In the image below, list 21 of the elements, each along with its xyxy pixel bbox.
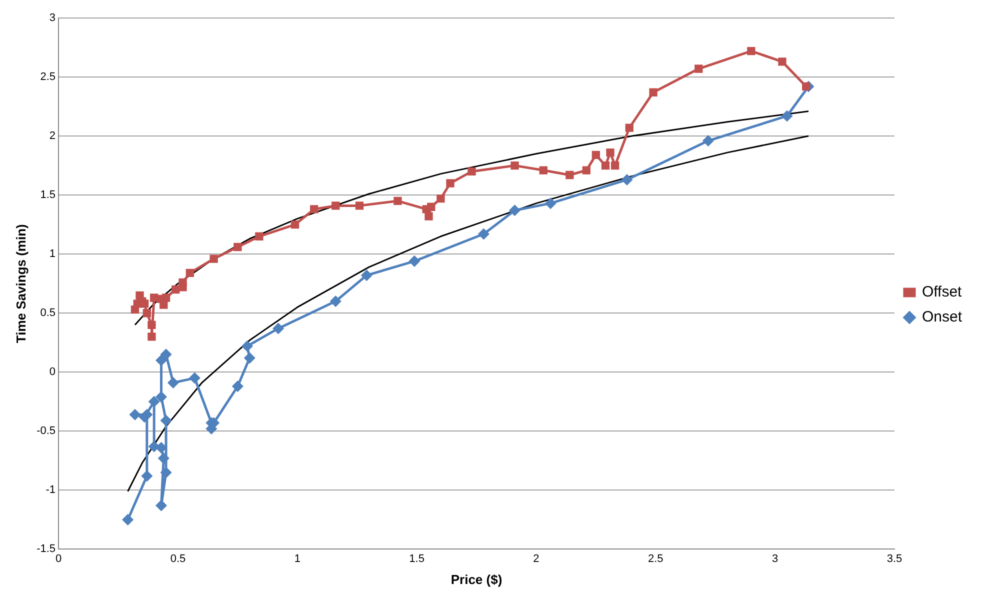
x-tick-label: 3.5 (886, 552, 902, 565)
x-tick-label: 1 (294, 552, 300, 565)
x-tick-label: 3 (772, 552, 778, 565)
x-axis-title: Price ($) (450, 572, 502, 587)
y-tick-label: -1 (46, 484, 56, 496)
x-tick-label: 2 (533, 552, 540, 565)
y-tick-label: 1 (49, 248, 56, 260)
y-tick-label: -0.5 (36, 425, 56, 438)
y-axis-title: Time Savings (min) (13, 224, 28, 344)
x-tick-label: 1.5 (409, 552, 424, 565)
y-tick-label: -1.5 (36, 543, 56, 556)
y-tick-label: 3 (49, 12, 56, 24)
legend-label: Offset (922, 284, 963, 301)
y-tick-label: 0 (49, 366, 56, 378)
y-tick-label: 2.5 (40, 71, 56, 84)
x-tick-label: 0.5 (170, 552, 186, 565)
x-tick-label: 2.5 (648, 552, 664, 565)
legend-label: Onset (922, 308, 963, 326)
y-tick-label: 2 (49, 130, 56, 142)
y-tick-label: 0.5 (40, 307, 56, 320)
y-tick-label: 1.5 (40, 189, 56, 202)
